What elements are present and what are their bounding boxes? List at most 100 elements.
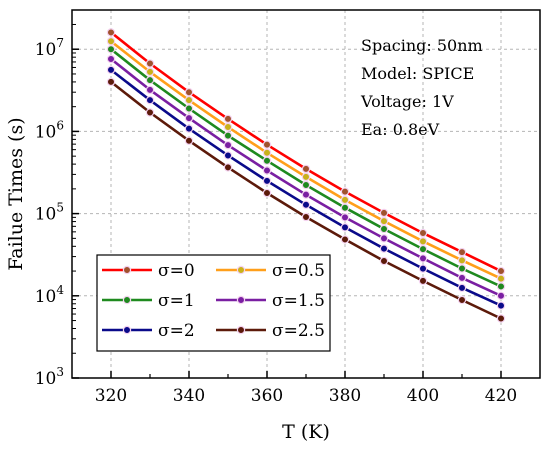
legend-item: σ=1.5 bbox=[216, 291, 325, 311]
data-point bbox=[379, 234, 389, 243]
data-point bbox=[106, 45, 116, 54]
legend-item: σ=2 bbox=[102, 321, 195, 341]
data-point bbox=[496, 266, 506, 276]
legend-item: σ=1 bbox=[102, 291, 195, 311]
legend-swatch-marker bbox=[236, 325, 246, 335]
legend-label: σ=2 bbox=[158, 321, 195, 341]
y-tick-exponent: 3 bbox=[56, 365, 64, 379]
y-tick-base: 10 bbox=[35, 369, 57, 389]
legend-swatch-marker bbox=[122, 325, 132, 335]
data-point bbox=[223, 131, 233, 140]
data-point bbox=[223, 151, 233, 160]
data-point bbox=[418, 228, 428, 238]
data-point bbox=[145, 75, 155, 85]
y-tick-label: 105 bbox=[35, 201, 64, 225]
data-point bbox=[106, 65, 116, 75]
legend-swatch-marker bbox=[122, 295, 132, 305]
series-σ=0 bbox=[106, 28, 506, 276]
legend-label: σ=2.5 bbox=[272, 321, 325, 341]
legend-item: σ=0.5 bbox=[216, 261, 325, 281]
y-tick-exponent: 5 bbox=[56, 201, 64, 215]
data-point bbox=[379, 244, 389, 253]
data-point bbox=[496, 314, 506, 323]
y-tick-label: 104 bbox=[35, 283, 65, 307]
data-point bbox=[262, 188, 272, 198]
annotation-text: Ea: 0.8eV bbox=[361, 120, 440, 139]
data-point bbox=[457, 264, 467, 273]
data-point bbox=[496, 274, 506, 283]
data-point bbox=[145, 108, 155, 117]
data-point bbox=[262, 176, 272, 186]
data-point bbox=[262, 148, 272, 157]
data-point bbox=[223, 114, 233, 124]
legend-label: σ=1.5 bbox=[272, 291, 325, 311]
data-point bbox=[223, 140, 233, 150]
x-tick-label: 380 bbox=[329, 386, 361, 406]
data-point bbox=[379, 224, 389, 234]
data-point bbox=[457, 256, 467, 265]
data-point bbox=[184, 124, 194, 133]
series-layer bbox=[106, 28, 506, 323]
y-tick-label: 103 bbox=[35, 365, 64, 389]
data-point bbox=[106, 77, 116, 87]
data-point bbox=[340, 213, 350, 222]
data-point bbox=[340, 203, 350, 212]
data-point bbox=[106, 37, 116, 46]
data-point bbox=[418, 254, 428, 263]
data-point bbox=[301, 212, 311, 222]
legend-label: σ=0 bbox=[158, 261, 195, 281]
y-tick-base: 10 bbox=[35, 122, 57, 142]
data-point bbox=[379, 256, 389, 266]
data-point bbox=[184, 136, 194, 145]
data-point bbox=[496, 291, 506, 301]
data-point bbox=[301, 200, 311, 209]
y-tick-exponent: 7 bbox=[56, 36, 64, 50]
data-point bbox=[418, 237, 428, 246]
data-point bbox=[379, 208, 389, 218]
data-point bbox=[184, 104, 194, 113]
data-point bbox=[301, 164, 311, 174]
data-point bbox=[340, 235, 350, 244]
series-σ=0.5 bbox=[106, 37, 506, 283]
data-point bbox=[418, 244, 428, 254]
data-point bbox=[496, 282, 506, 291]
y-tick-label: 106 bbox=[35, 118, 64, 142]
data-point bbox=[457, 273, 467, 283]
data-point bbox=[262, 156, 272, 165]
data-point bbox=[301, 172, 311, 182]
data-point bbox=[223, 163, 233, 172]
y-tick-exponent: 6 bbox=[56, 118, 64, 132]
series-σ=2.5 bbox=[106, 77, 506, 323]
x-tick-label: 340 bbox=[173, 386, 205, 406]
series-σ=2 bbox=[106, 65, 506, 310]
x-axis-label: T (K) bbox=[282, 421, 330, 443]
data-point bbox=[340, 195, 350, 205]
data-point bbox=[106, 28, 116, 37]
data-point bbox=[145, 59, 155, 68]
data-point bbox=[340, 187, 350, 196]
data-point bbox=[418, 264, 428, 273]
legend-item: σ=2.5 bbox=[216, 321, 325, 341]
y-tick-base: 10 bbox=[35, 40, 57, 60]
data-point bbox=[301, 180, 311, 190]
y-tick-exponent: 4 bbox=[56, 283, 64, 297]
data-point bbox=[418, 276, 428, 286]
x-tick-label: 360 bbox=[251, 386, 283, 406]
data-point bbox=[262, 166, 272, 175]
data-point bbox=[379, 216, 389, 226]
data-point bbox=[106, 54, 116, 64]
data-point bbox=[184, 95, 194, 105]
data-point bbox=[457, 247, 467, 257]
legend-item: σ=0 bbox=[102, 261, 195, 281]
series-σ=1 bbox=[106, 45, 506, 291]
y-tick-base: 10 bbox=[35, 287, 57, 307]
data-point bbox=[496, 301, 506, 310]
data-point bbox=[184, 87, 194, 97]
data-point bbox=[457, 283, 467, 293]
data-point bbox=[262, 140, 272, 149]
data-point bbox=[457, 295, 467, 305]
legend-label: σ=1 bbox=[158, 291, 195, 311]
data-point bbox=[145, 85, 155, 95]
